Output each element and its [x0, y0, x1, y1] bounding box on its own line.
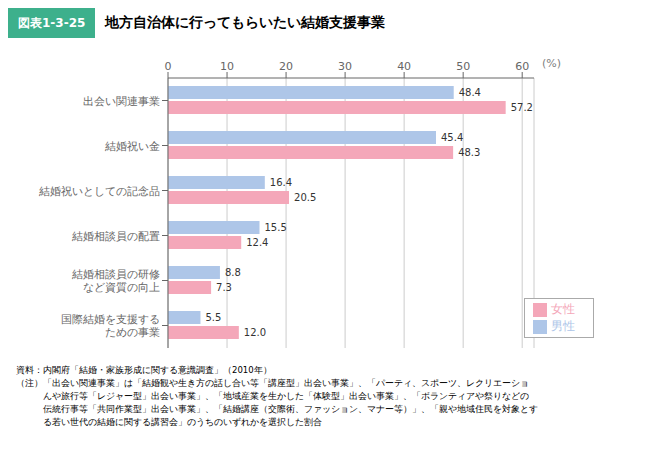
svg-text:50: 50	[456, 60, 470, 73]
svg-text:結婚相談員の配置: 結婚相談員の配置	[71, 230, 160, 243]
html-text:男性: 男性	[551, 319, 575, 333]
svg-text:結婚相談員の研修など資質の向上: 結婚相談員の研修など資質の向上	[71, 268, 160, 294]
html-text:資料：内閣府「結婚・家族形成に関する意識調査」（2010年）: 資料：内閣府「結婚・家族形成に関する意識調査」（2010年）	[16, 365, 272, 375]
svg-text:8.8: 8.8	[225, 267, 241, 278]
svg-text:国際結婚を支援するための事業: 国際結婚を支援するための事業	[61, 313, 160, 339]
svg-text:12.4: 12.4	[246, 237, 268, 248]
svg-text:48.3: 48.3	[458, 147, 480, 158]
svg-text:0: 0	[165, 60, 172, 73]
svg-text:15.5: 15.5	[265, 222, 287, 233]
svg-text:12.0: 12.0	[244, 327, 266, 338]
svg-text:出会い関連事業: 出会い関連事業	[83, 95, 160, 108]
svg-text:40: 40	[397, 60, 411, 73]
svg-text:16.4: 16.4	[270, 177, 292, 188]
svg-text:45.4: 45.4	[441, 132, 463, 143]
html-text:（注）「出会い関連事業」は「結婚観や生き方の話し合い等「講座: （注）「出会い関連事業」は「結婚観や生き方の話し合い等「講座型」出会い事業」、「…	[16, 378, 529, 388]
svg-text:(%): (%)	[542, 57, 561, 70]
html-text:る若い世代の結婚に関する講習会」のうちのいずれかを選択した割: る若い世代の結婚に関する講習会」のうちのいずれかを選択した割合	[16, 417, 322, 427]
svg-text:結婚祝い金: 結婚祝い金	[104, 140, 160, 153]
html-text:伝統行事等「共同作業型」出会い事業」、「結婚講座（交際術、フ: 伝統行事等「共同作業型」出会い事業」、「結婚講座（交際術、ファッション、マナー等…	[16, 404, 538, 414]
svg-text:20: 20	[279, 60, 293, 73]
svg-text:20.5: 20.5	[294, 192, 316, 203]
html-text:女性: 女性	[551, 302, 575, 316]
svg-text:30: 30	[338, 60, 352, 73]
svg-text:48.4: 48.4	[459, 87, 481, 98]
html-text:地方自治体に行ってもらいたい結婚支援事業: 地方自治体に行ってもらいたい結婚支援事業	[105, 14, 386, 30]
svg-text:7.3: 7.3	[216, 282, 232, 293]
html-text:んや旅行等「レジャー型」出会い事業」、「地域産業を生かした「: んや旅行等「レジャー型」出会い事業」、「地域産業を生かした「体験型」出会い事業」…	[16, 391, 529, 401]
svg-text:60: 60	[515, 60, 529, 73]
html-text:図表1-3-25: 図表1-3-25	[18, 15, 86, 30]
svg-text:57.2: 57.2	[511, 102, 533, 113]
svg-text:10: 10	[220, 60, 234, 73]
svg-text:結婚祝いとしての記念品: 結婚祝いとしての記念品	[38, 185, 160, 198]
svg-text:5.5: 5.5	[205, 312, 221, 323]
